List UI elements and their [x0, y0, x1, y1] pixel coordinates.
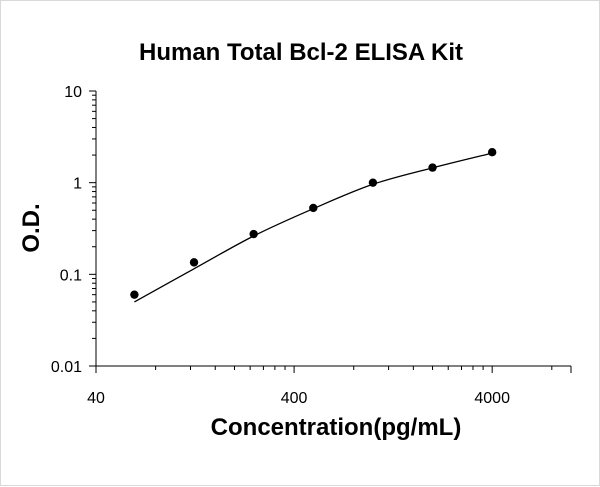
y-tick-label: 0.01 [51, 359, 82, 376]
y-tick-label: 0.1 [60, 267, 82, 284]
y-tick-label: 1 [73, 176, 82, 193]
data-point [249, 229, 258, 239]
data-point [428, 163, 437, 172]
data-point [487, 147, 497, 157]
y-axis-label: O.D. [18, 203, 45, 253]
fit-curve-line [134, 152, 493, 303]
chart-title: Human Total Bcl-2 ELISA Kit [138, 39, 464, 66]
data-point [130, 290, 139, 299]
x-tick-label: 40 [87, 390, 105, 407]
x-axis-label: Concentration(pg/mL) [210, 414, 462, 441]
data-point [309, 203, 318, 213]
data-point [368, 178, 378, 187]
data-point [189, 258, 199, 267]
x-tick-label: 400 [281, 390, 308, 407]
x-tick-label: 4000 [474, 390, 510, 407]
y-tick-label: 10 [64, 84, 82, 101]
